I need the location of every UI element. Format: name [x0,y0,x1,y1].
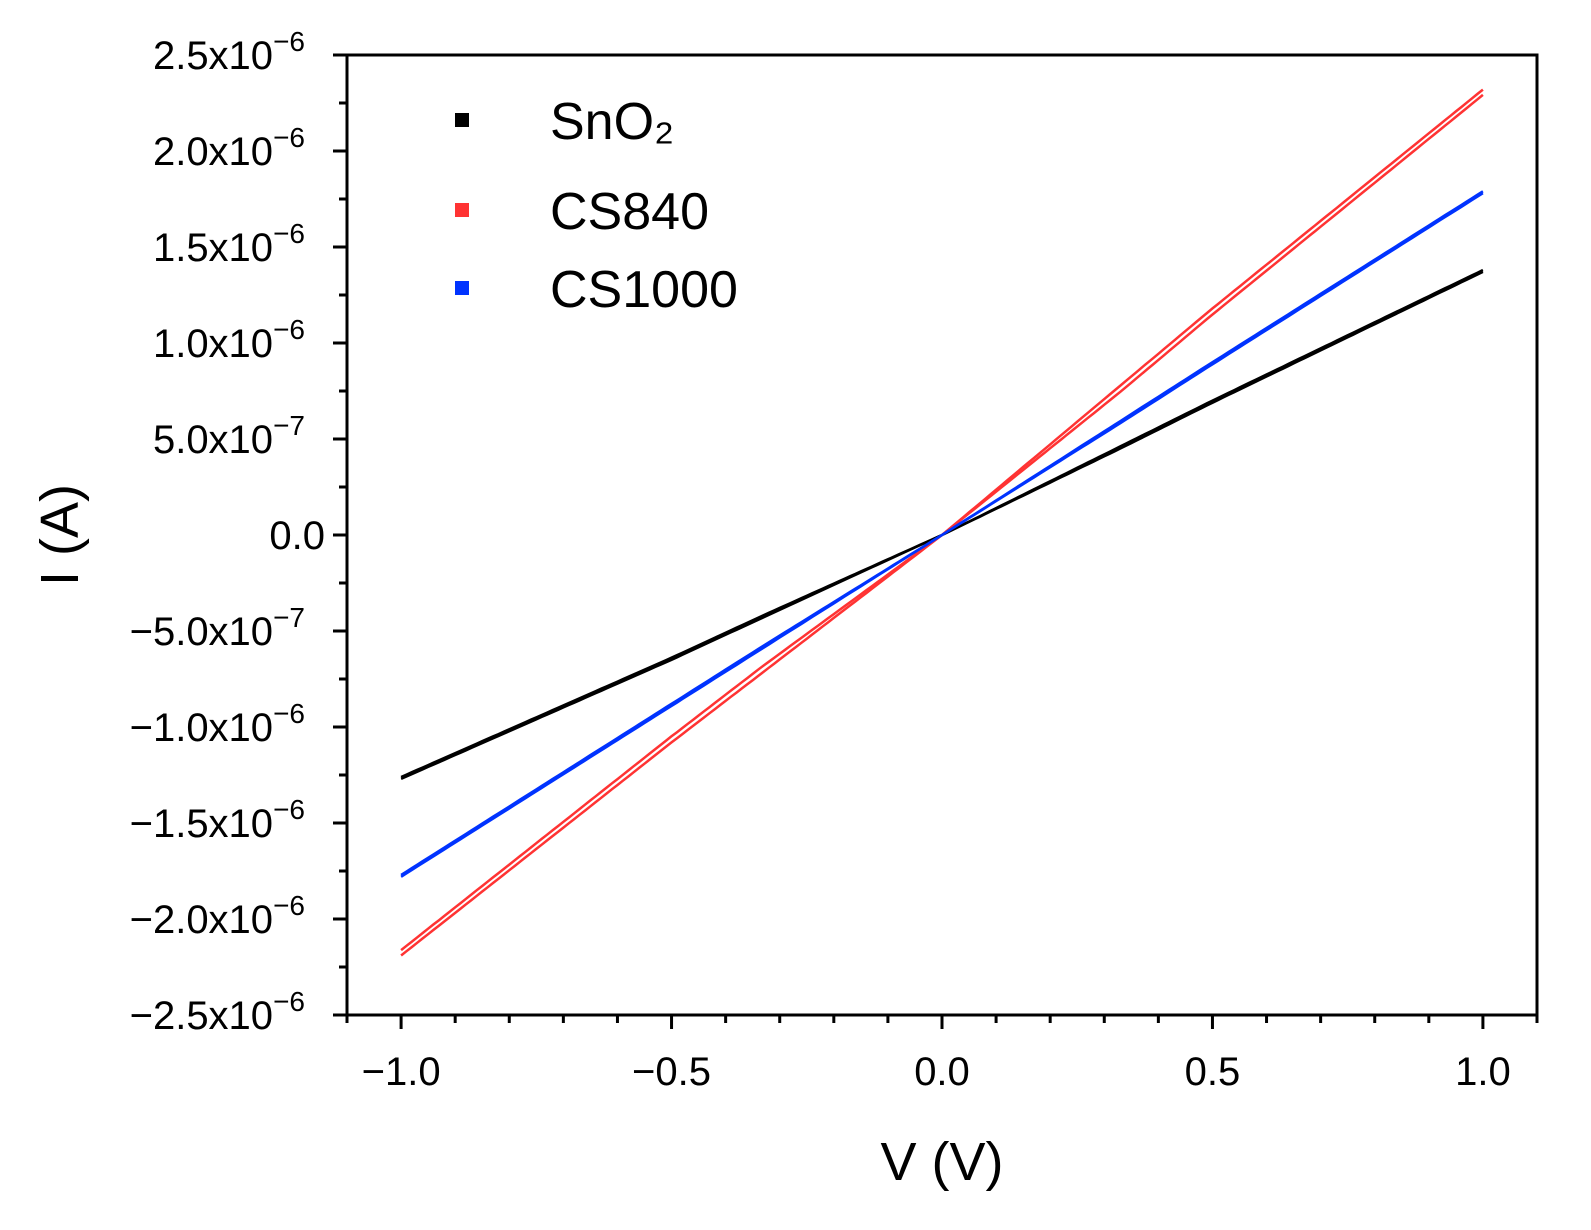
y-tick-label: 5.0x10−7 [153,410,305,462]
x-tick-label: 1.0 [1455,1050,1511,1094]
y-tick-mantissa: 2.0x10 [153,130,273,174]
x-tick-label: 0.0 [914,1050,970,1094]
y-tick-mantissa: 2.5x10 [153,34,273,78]
legend-marker [455,281,469,295]
y-axis-label: I (A) [30,484,90,586]
y-tick-mantissa: 5.0x10 [153,418,273,462]
y-tick-label: −1.5x10−6 [130,794,305,846]
series-line-forward [400,268,1484,780]
y-tick-label: −2.0x10−6 [130,890,305,942]
y-tick-mantissa: −1.0x10 [130,706,273,750]
y-tick-mantissa: −5.0x10 [130,610,273,654]
y-tick-label: 1.0x10−6 [153,314,305,366]
y-tick-exponent: −6 [273,986,305,1017]
axis-ticks: −1.0 −0.5 0.0 0.5 1.02.5x10−62.0x10−61.5x10−… [130,26,1539,1094]
y-tick-mantissa: 1.0x10 [153,322,273,366]
y-tick-mantissa: −1.5x10 [130,802,273,846]
y-tick-label: −1.0x10−6 [130,698,305,750]
y-tick-exponent: −7 [273,410,305,441]
y-tick-label: 1.5x10−6 [153,218,305,270]
legend: SnO₂ CS840 CS1000 [455,93,738,319]
y-tick-label: 2.0x10−6 [153,122,305,174]
y-tick-label: 2.5x10−6 [153,26,305,78]
legend-marker [455,113,469,127]
legend-marker [455,203,469,217]
legend-label: CS840 [550,183,709,241]
y-tick-exponent: −6 [273,122,305,153]
y-tick-label: 0.0 [269,514,325,558]
legend-label: CS1000 [550,261,738,319]
x-tick-label: −1.0 [362,1050,441,1094]
y-tick-exponent: −6 [273,794,305,825]
y-tick-exponent: −6 [273,890,305,921]
y-tick-exponent: −6 [273,26,305,57]
y-tick-mantissa: −2.5x10 [130,994,273,1038]
series-group [400,88,1484,957]
y-tick-mantissa: 0.0 [269,514,325,558]
y-tick-label: −2.5x10−6 [130,986,305,1038]
y-tick-exponent: −6 [273,218,305,249]
y-tick-exponent: −6 [273,314,305,345]
y-tick-exponent: −6 [273,698,305,729]
legend-label: SnO₂ [550,93,674,151]
y-tick-mantissa: 1.5x10 [153,226,273,270]
y-tick-mantissa: −2.0x10 [130,898,273,942]
series-line-reverse [400,192,1484,876]
x-tick-label: −0.5 [632,1050,711,1094]
y-tick-exponent: −7 [273,602,305,633]
x-tick-label: 0.5 [1185,1050,1241,1094]
y-tick-label: −5.0x10−7 [130,602,305,654]
x-axis-label: V (V) [880,1132,1003,1192]
